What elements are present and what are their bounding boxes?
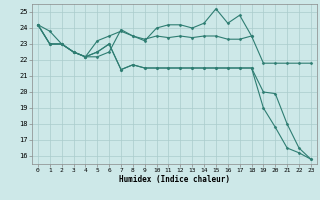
X-axis label: Humidex (Indice chaleur): Humidex (Indice chaleur): [119, 175, 230, 184]
